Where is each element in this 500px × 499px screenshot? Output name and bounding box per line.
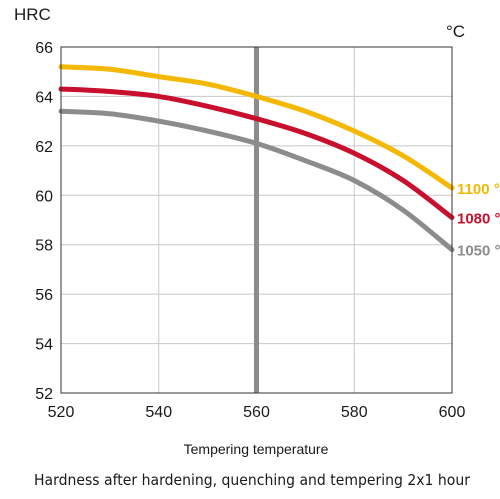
series-label: 1100 °C (457, 181, 500, 198)
x-axis-unit: °C (446, 22, 465, 41)
y-tick-label: 52 (35, 386, 53, 403)
x-tick-label: 540 (145, 404, 172, 421)
chart-caption: Hardness after hardening, quenching and … (34, 471, 471, 489)
x-tick-label: 580 (341, 404, 368, 421)
y-tick-label: 64 (35, 89, 53, 106)
y-tick-label: 62 (35, 139, 53, 156)
y-tick-label: 58 (35, 238, 53, 255)
y-tick-label: 66 (35, 40, 53, 57)
plot-frame (60, 46, 453, 394)
y-axis-label: HRC (14, 5, 51, 24)
series-label: 1080 °C (457, 211, 500, 228)
series-label: 1050 °C (457, 243, 500, 260)
x-tick-label: 600 (439, 404, 466, 421)
y-tick-label: 54 (35, 337, 53, 354)
series-layer (58, 64, 455, 253)
series-line (58, 86, 455, 221)
y-tick-labels: 52 54 56 58 60 62 64 66 (35, 40, 53, 403)
y-tick-label: 56 (35, 287, 53, 304)
y-tick-label: 60 (35, 188, 53, 205)
x-tick-label: 520 (48, 404, 75, 421)
series-line (58, 64, 455, 191)
x-tick-labels: 520 540 560 580 600 (48, 404, 466, 421)
x-tick-label: 560 (243, 404, 270, 421)
x-axis-label: Tempering temperature (184, 441, 329, 457)
series-line (58, 108, 455, 253)
series-labels: 1100 °C 1080 °C 1050 °C (457, 181, 500, 260)
